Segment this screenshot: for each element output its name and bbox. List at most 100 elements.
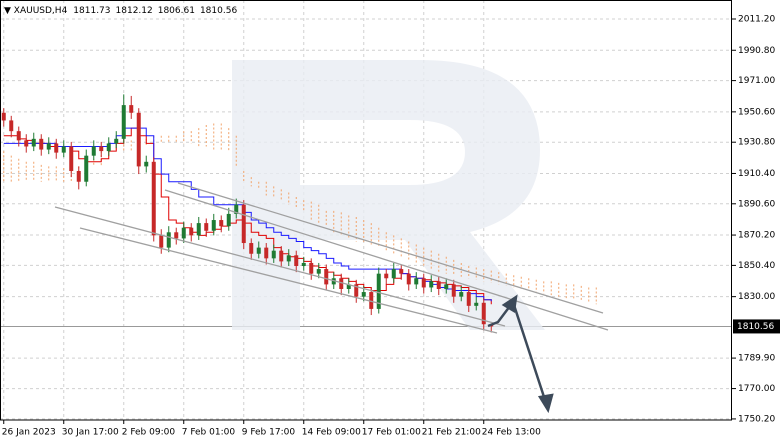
x-tick-label: 14 Feb 09:00 bbox=[302, 428, 361, 438]
candle-body bbox=[241, 204, 246, 244]
candle-body bbox=[459, 292, 464, 297]
y-tick-label: 1830.00 bbox=[738, 292, 775, 302]
y-tick-label: 1950.60 bbox=[738, 107, 775, 117]
price-label: 1810.56 bbox=[737, 322, 774, 332]
channel-line bbox=[79, 227, 498, 334]
candle-body bbox=[181, 227, 186, 239]
candle-body bbox=[136, 112, 141, 167]
forecast-arrow bbox=[487, 294, 554, 414]
candle-body bbox=[309, 262, 314, 274]
candle-body bbox=[84, 155, 89, 182]
candle-body bbox=[1, 112, 6, 121]
y-tick-label: 1930.80 bbox=[738, 138, 775, 148]
candle-body bbox=[46, 143, 51, 150]
candle-body bbox=[16, 131, 21, 141]
candle-body bbox=[264, 247, 269, 259]
triangle: ▼ bbox=[4, 6, 14, 16]
plot-frame bbox=[0, 0, 732, 421]
candle-body bbox=[391, 269, 396, 279]
candle-body bbox=[294, 255, 299, 267]
candle-body bbox=[256, 247, 261, 254]
channel-line bbox=[177, 182, 604, 314]
candle-body bbox=[61, 146, 66, 153]
candle-body bbox=[399, 269, 404, 274]
candle-body bbox=[39, 138, 44, 150]
candle-body bbox=[234, 204, 239, 214]
price-box bbox=[733, 319, 780, 334]
y-tick-label: 1971.00 bbox=[738, 76, 775, 86]
candle-body bbox=[406, 273, 411, 285]
candle-body bbox=[376, 273, 381, 309]
y-tick-label: 1770.00 bbox=[738, 384, 775, 394]
close: 1810.56 bbox=[200, 6, 237, 16]
candle-body bbox=[226, 213, 231, 227]
candle-body bbox=[174, 232, 179, 239]
candle-body bbox=[9, 120, 14, 132]
arrow-head bbox=[537, 393, 554, 414]
candle-body bbox=[279, 250, 284, 262]
arrow-head bbox=[501, 294, 518, 314]
x-tick-label: 2 Feb 09:00 bbox=[122, 428, 176, 438]
candle-body bbox=[91, 146, 96, 156]
candle-body bbox=[189, 227, 194, 236]
candle-body bbox=[384, 273, 389, 279]
candle-body bbox=[114, 138, 119, 144]
candle-body bbox=[166, 232, 171, 248]
candle-body bbox=[129, 105, 134, 113]
open: 1811.73 bbox=[73, 6, 110, 16]
x-tick-label: 21 Feb 21:00 bbox=[422, 428, 481, 438]
candle-body bbox=[436, 281, 441, 289]
candle-body bbox=[69, 146, 74, 172]
candle-body bbox=[316, 269, 321, 274]
y-tick-label: 2011.20 bbox=[738, 15, 775, 25]
candle-body bbox=[346, 284, 351, 289]
candle-body bbox=[361, 292, 366, 297]
candle-body bbox=[339, 278, 344, 289]
candle-body bbox=[99, 146, 104, 152]
y-tick-label: 1750.20 bbox=[738, 414, 775, 424]
y-tick-label: 1870.20 bbox=[738, 231, 775, 241]
candle-body bbox=[301, 262, 306, 267]
candle-body bbox=[159, 235, 164, 248]
candle-body bbox=[24, 140, 29, 147]
candle-body bbox=[76, 171, 81, 182]
x-tick-label: 17 Feb 01:00 bbox=[362, 428, 421, 438]
x-tick-label: 30 Jan 17:00 bbox=[62, 428, 119, 438]
candle-body bbox=[421, 278, 426, 288]
x-tick-label: 24 Feb 13:00 bbox=[482, 428, 541, 438]
high: 1812.12 bbox=[116, 6, 153, 16]
candle-body bbox=[271, 250, 276, 259]
channel-line bbox=[54, 206, 506, 327]
candle-body bbox=[481, 302, 486, 325]
candle-body bbox=[204, 223, 209, 231]
y-tick-label: 1910.40 bbox=[738, 169, 775, 179]
watermark bbox=[232, 60, 545, 330]
x-tick-label: 26 Jan 2023 bbox=[2, 428, 56, 438]
candle-body bbox=[414, 278, 419, 285]
y-tick-label: 1850.40 bbox=[738, 261, 775, 271]
candle-body bbox=[451, 284, 456, 297]
candle-body bbox=[286, 255, 291, 262]
candle-body bbox=[144, 161, 149, 167]
candle-body bbox=[429, 281, 434, 288]
arrow-down bbox=[511, 301, 547, 401]
candle-body bbox=[106, 143, 111, 152]
candle-body bbox=[444, 284, 449, 289]
candle-body bbox=[369, 292, 374, 309]
candle-body bbox=[31, 138, 36, 147]
candle-body bbox=[219, 220, 224, 227]
candle-body bbox=[466, 292, 471, 306]
y-tick-label: 1990.80 bbox=[738, 46, 775, 56]
candle-body bbox=[354, 284, 359, 297]
axes: 2011.20 1990.80 1971.00 1950.60 1930.80 1910.… bbox=[2, 15, 780, 438]
candle-body bbox=[151, 161, 156, 236]
channel bbox=[54, 182, 609, 334]
symbol: XAUUSD,H4 bbox=[14, 6, 68, 16]
x-tick-label: 9 Feb 17:00 bbox=[242, 428, 296, 438]
low: 1806.61 bbox=[158, 6, 195, 16]
y-tick-label: 1890.60 bbox=[738, 199, 775, 209]
candle-body bbox=[249, 243, 254, 254]
candle-body bbox=[121, 105, 126, 139]
x-tick-label: 7 Feb 01:00 bbox=[182, 428, 236, 438]
candle-body bbox=[474, 302, 479, 306]
